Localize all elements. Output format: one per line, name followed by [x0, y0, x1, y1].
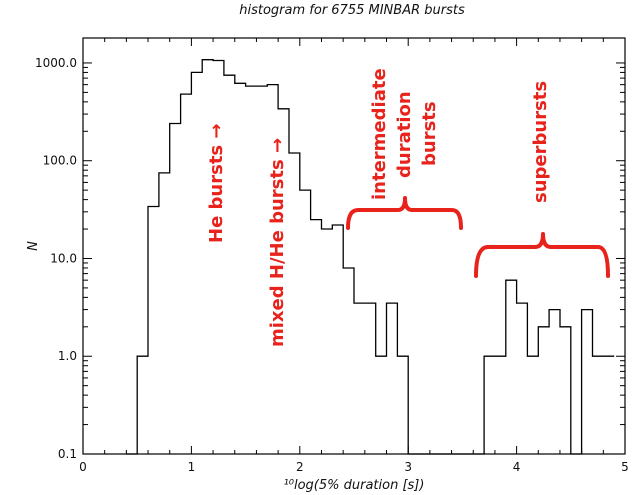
he-bursts-label: He bursts → — [206, 124, 227, 244]
intermediate-bursts-annotation: intermediate duration bursts — [346, 68, 463, 230]
x-tick-label: 0 — [79, 460, 87, 474]
y-tick-label: 1000.0 — [35, 56, 77, 70]
chart-title: histogram for 6755 MINBAR bursts — [239, 3, 465, 18]
x-axis: 0 1 2 3 4 5 — [79, 38, 629, 474]
x-tick-label: 4 — [513, 460, 521, 474]
x-tick-label: 5 — [621, 460, 629, 474]
superbursts-label: superbursts — [530, 81, 551, 203]
intermediate-label-line-2: duration — [394, 91, 415, 178]
mixed-bursts-annotation: mixed H/He bursts → — [267, 138, 288, 347]
y-axis-label: N — [26, 241, 41, 251]
intermediate-label-line-3: bursts — [419, 101, 440, 166]
y-tick-label: 100.0 — [43, 154, 77, 168]
y-tick-label: 1.0 — [58, 349, 77, 363]
x-tick-label: 2 — [296, 460, 304, 474]
he-bursts-annotation: He bursts → — [206, 124, 227, 244]
intermediate-label-line-1: intermediate — [369, 68, 390, 200]
intermediate-bracket — [346, 196, 463, 230]
x-tick-label: 1 — [188, 460, 196, 474]
mixed-bursts-label: mixed H/He bursts → — [267, 138, 288, 347]
y-tick-label: 0.1 — [58, 447, 77, 461]
y-tick-label: 10.0 — [50, 251, 77, 265]
y-axis: 0.1 1.0 10.0 100.0 1000.0 — [35, 56, 625, 461]
x-axis-label: ¹⁰log(5% duration [s]) — [284, 478, 425, 493]
plot-frame — [82, 37, 626, 455]
superbursts-bracket — [474, 232, 610, 278]
superbursts-annotation: superbursts — [474, 81, 610, 278]
x-tick-label: 3 — [404, 460, 412, 474]
histogram-steps — [126, 59, 615, 455]
